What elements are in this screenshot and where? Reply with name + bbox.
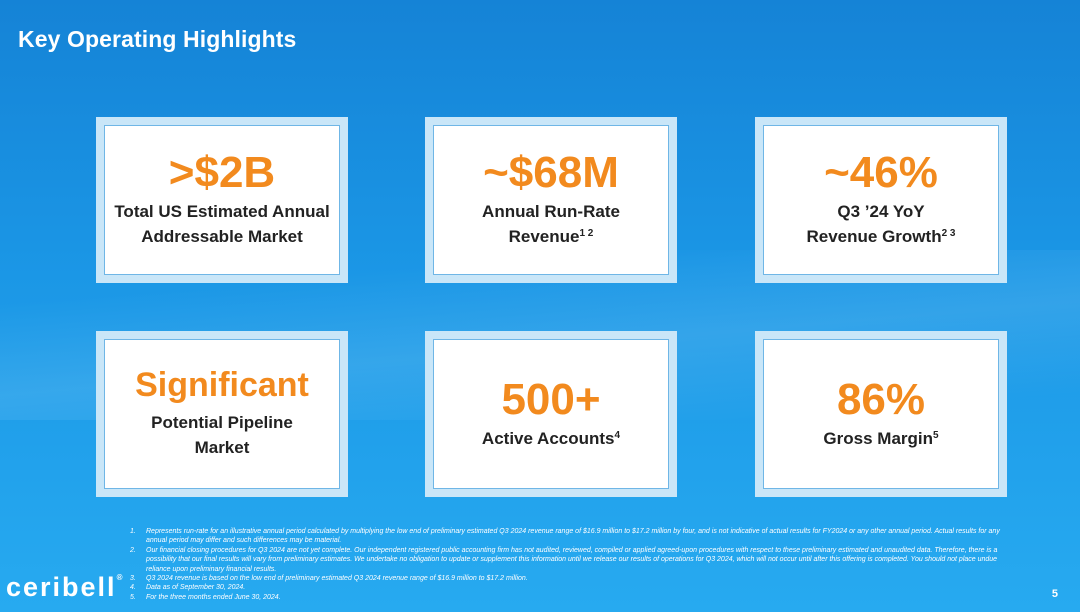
metric-label: Active Accounts4 <box>482 427 620 452</box>
card-inner: 86% Gross Margin5 <box>763 339 999 489</box>
metric-label-line1: Total US Estimated Annual <box>114 202 330 222</box>
metric-value: 500+ <box>501 374 601 424</box>
footnote-number: 1. <box>130 528 136 535</box>
footnote-item: 4. Data as of September 30, 2024. <box>130 583 1000 592</box>
card-inner: Significant Potential Pipeline Market <box>104 339 340 489</box>
footnotes: 1. Represents run-rate for an illustrativ… <box>130 527 1000 602</box>
metric-label-line1: Annual Run-Rate <box>482 202 620 222</box>
metric-label-line2: Revenue Growth <box>806 227 942 247</box>
highlight-card-revenue-growth: ~46% Q3 ’24 YoY Revenue Growth2 3 <box>755 117 1007 283</box>
registered-mark: ® <box>116 573 123 582</box>
footnote-item: 3. Q3 2024 revenue is based on the low en… <box>130 574 1000 583</box>
footnote-text: Our financial closing procedures for Q3 … <box>146 546 998 573</box>
metric-value: 86% <box>836 374 926 424</box>
footnote-item: 1. Represents run-rate for an illustrativ… <box>130 527 1000 546</box>
highlight-card-tam: >$2B Total US Estimated Annual Addressab… <box>96 117 348 283</box>
slide-title: Key Operating Highlights <box>18 26 297 52</box>
highlight-card-gross-margin: 86% Gross Margin5 <box>755 331 1007 497</box>
footnote-ref: 5 <box>933 429 939 441</box>
metric-label-line1: Potential Pipeline <box>151 413 293 433</box>
metric-label: Potential Pipeline Market <box>151 411 293 460</box>
footnote-ref: 1 2 <box>579 228 594 240</box>
footnote-item: 2. Our financial closing procedures for Q… <box>130 546 1000 574</box>
ceribell-logo: ceribell® <box>6 572 122 603</box>
footnote-ref: 2 3 <box>941 228 956 240</box>
metric-label-line1: Gross Margin <box>823 428 934 448</box>
footnote-text: Represents run-rate for an illustrative … <box>146 528 1000 545</box>
metric-label-line1: Active Accounts <box>481 428 615 448</box>
footnote-text: Data as of September 30, 2024. <box>146 584 246 592</box>
card-inner: 500+ Active Accounts4 <box>433 339 669 489</box>
footnote-text: Q3 2024 revenue is based on the low end … <box>146 575 528 583</box>
highlight-card-active-accounts: 500+ Active Accounts4 <box>425 331 677 497</box>
metric-label: Q3 ’24 YoY Revenue Growth2 3 <box>807 200 956 249</box>
metric-value: ~$68M <box>483 148 619 198</box>
metric-label-line2: Addressable Market <box>141 227 303 247</box>
highlight-card-pipeline: Significant Potential Pipeline Market <box>96 331 348 497</box>
card-inner: >$2B Total US Estimated Annual Addressab… <box>104 125 340 275</box>
footnote-number: 3. <box>130 575 136 583</box>
highlight-card-run-rate: ~$68M Annual Run-Rate Revenue1 2 <box>425 117 677 283</box>
footnote-ref: 4 <box>614 429 621 441</box>
footnote-number: 2. <box>130 546 136 554</box>
metric-value: Significant <box>135 365 309 404</box>
metric-value: ~46% <box>824 148 938 198</box>
card-inner: ~$68M Annual Run-Rate Revenue1 2 <box>433 125 669 275</box>
metric-label-line1: Q3 ’24 YoY <box>837 202 925 222</box>
metric-label: Annual Run-Rate Revenue1 2 <box>482 200 620 249</box>
metric-label: Gross Margin5 <box>823 427 938 452</box>
metric-value: >$2B <box>168 148 276 198</box>
metric-label-line2: Revenue <box>508 227 580 247</box>
card-inner: ~46% Q3 ’24 YoY Revenue Growth2 3 <box>763 125 999 275</box>
footnote-number: 4. <box>130 584 136 592</box>
metric-label-line2: Market <box>194 437 250 457</box>
metric-label: Total US Estimated Annual Addressable Ma… <box>114 200 329 249</box>
footnote-text: For the three months ended June 30, 2024… <box>146 593 281 601</box>
page-number: 5 <box>1051 588 1058 600</box>
footnote-item: 5. For the three months ended June 30, 20… <box>130 593 1000 602</box>
footnote-number: 5. <box>130 593 136 601</box>
logo-text: ceribell <box>6 572 117 602</box>
